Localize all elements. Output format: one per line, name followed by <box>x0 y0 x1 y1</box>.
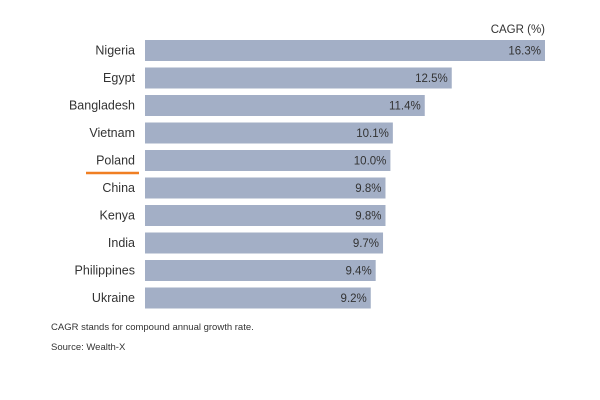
bar-bangladesh <box>145 95 425 116</box>
source-note: Source: Wealth-X <box>51 342 126 353</box>
value-label-vietnam: 10.1% <box>356 128 389 140</box>
value-label-bangladesh: 11.4% <box>389 101 421 113</box>
bar-poland <box>145 150 391 171</box>
bar-nigeria <box>145 40 545 61</box>
bar-philippines <box>145 260 376 281</box>
category-label-india: India <box>108 236 135 250</box>
bar-kenya <box>145 205 386 226</box>
category-label-bangladesh: Bangladesh <box>69 99 135 113</box>
category-label-philippines: Philippines <box>75 264 135 278</box>
bar-egypt <box>145 67 452 89</box>
value-label-india: 9.7% <box>353 238 379 250</box>
category-label-poland: Poland <box>96 154 135 168</box>
value-label-kenya: 9.8% <box>355 211 381 223</box>
category-label-ukraine: Ukraine <box>92 291 135 305</box>
category-label-egypt: Egypt <box>103 71 135 85</box>
bar-india <box>145 232 384 254</box>
bar-vietnam <box>145 122 393 144</box>
value-label-egypt: 12.5% <box>415 73 448 85</box>
value-label-nigeria: 16.3% <box>508 46 541 58</box>
value-label-china: 9.8% <box>355 183 381 195</box>
category-label-kenya: Kenya <box>100 209 135 223</box>
category-label-vietnam: Vietnam <box>89 126 135 140</box>
bar-ukraine <box>145 287 371 309</box>
value-label-philippines: 9.4% <box>345 266 371 278</box>
cagr-definition-note: CAGR stands for compound annual growth r… <box>51 322 254 333</box>
value-label-ukraine: 9.2% <box>341 293 367 305</box>
category-label-china: China <box>102 181 135 195</box>
series-label: CAGR (%) <box>491 24 545 36</box>
bar-china <box>145 177 386 199</box>
value-label-poland: 10.0% <box>354 156 387 168</box>
category-label-nigeria: Nigeria <box>95 44 135 58</box>
